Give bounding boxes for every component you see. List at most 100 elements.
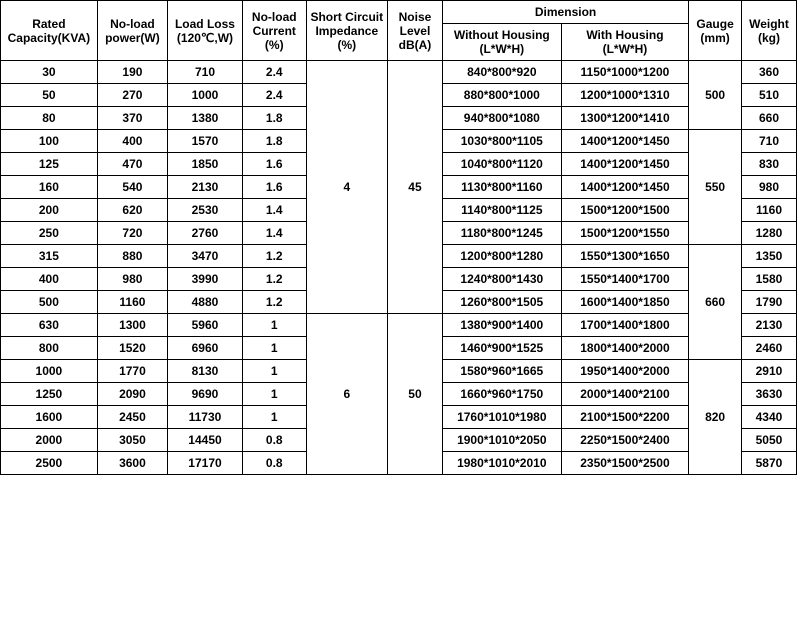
cell-dim-with: 1550*1400*1700 <box>561 268 689 291</box>
cell-dim-with: 2100*1500*2200 <box>561 406 689 429</box>
cell-load-loss: 14450 <box>168 429 243 452</box>
cell-dim-with: 1700*1400*1800 <box>561 314 689 337</box>
cell-dim-without: 840*800*920 <box>442 61 561 84</box>
cell-capacity: 50 <box>1 84 98 107</box>
cell-noload-current: 1 <box>242 337 306 360</box>
cell-load-loss: 1570 <box>168 130 243 153</box>
table-row: 6301300596016501380*900*14001700*1400*18… <box>1 314 797 337</box>
cell-dim-without: 1130*800*1160 <box>442 176 561 199</box>
cell-load-loss: 1850 <box>168 153 243 176</box>
cell-dim-without: 1760*1010*1980 <box>442 406 561 429</box>
cell-noload-current: 1.6 <box>242 176 306 199</box>
cell-noload-current: 1.2 <box>242 245 306 268</box>
cell-gauge: 500 <box>689 61 742 130</box>
cell-load-loss: 4880 <box>168 291 243 314</box>
cell-load-loss: 3990 <box>168 268 243 291</box>
cell-gauge: 820 <box>689 360 742 475</box>
cell-weight: 4340 <box>741 406 796 429</box>
cell-noload-current: 1.6 <box>242 153 306 176</box>
cell-weight: 2910 <box>741 360 796 383</box>
cell-weight: 980 <box>741 176 796 199</box>
cell-dim-with: 2350*1500*2500 <box>561 452 689 475</box>
cell-dim-without: 1140*800*1125 <box>442 199 561 222</box>
cell-dim-without: 1380*900*1400 <box>442 314 561 337</box>
header-short-circuit: Short Circuit Impedance (%) <box>306 1 387 61</box>
cell-noload-power: 370 <box>97 107 167 130</box>
cell-short-circuit: 4 <box>306 61 387 314</box>
cell-noload-current: 1 <box>242 360 306 383</box>
cell-dim-without: 1660*960*1750 <box>442 383 561 406</box>
cell-dim-without: 1580*960*1665 <box>442 360 561 383</box>
cell-noload-power: 190 <box>97 61 167 84</box>
cell-capacity: 1250 <box>1 383 98 406</box>
cell-dim-with: 1600*1400*1850 <box>561 291 689 314</box>
cell-noload-current: 2.4 <box>242 61 306 84</box>
cell-noload-power: 1160 <box>97 291 167 314</box>
header-dim-with: With Housing (L*W*H) <box>561 24 689 61</box>
header-gauge: Gauge (mm) <box>689 1 742 61</box>
cell-load-loss: 2130 <box>168 176 243 199</box>
cell-load-loss: 6960 <box>168 337 243 360</box>
cell-dim-without: 1460*900*1525 <box>442 337 561 360</box>
cell-load-loss: 1380 <box>168 107 243 130</box>
cell-dim-without: 1900*1010*2050 <box>442 429 561 452</box>
cell-noload-power: 270 <box>97 84 167 107</box>
cell-dim-without: 1040*800*1120 <box>442 153 561 176</box>
cell-load-loss: 11730 <box>168 406 243 429</box>
header-load-loss: Load Loss (120℃,W) <box>168 1 243 61</box>
cell-dim-with: 1500*1200*1550 <box>561 222 689 245</box>
cell-dim-with: 2000*1400*2100 <box>561 383 689 406</box>
cell-noload-power: 2090 <box>97 383 167 406</box>
cell-gauge: 550 <box>689 130 742 245</box>
cell-noload-current: 1.4 <box>242 222 306 245</box>
cell-weight: 830 <box>741 153 796 176</box>
cell-noload-power: 880 <box>97 245 167 268</box>
cell-dim-without: 1200*800*1280 <box>442 245 561 268</box>
cell-weight: 5050 <box>741 429 796 452</box>
cell-capacity: 200 <box>1 199 98 222</box>
cell-dim-with: 1200*1000*1310 <box>561 84 689 107</box>
cell-noload-current: 1.4 <box>242 199 306 222</box>
cell-noload-power: 540 <box>97 176 167 199</box>
cell-dim-without: 880*800*1000 <box>442 84 561 107</box>
cell-capacity: 800 <box>1 337 98 360</box>
cell-capacity: 250 <box>1 222 98 245</box>
cell-weight: 5870 <box>741 452 796 475</box>
cell-noload-power: 1520 <box>97 337 167 360</box>
cell-noload-power: 620 <box>97 199 167 222</box>
cell-noload-current: 1 <box>242 383 306 406</box>
cell-noload-current: 1.8 <box>242 130 306 153</box>
cell-weight: 3630 <box>741 383 796 406</box>
cell-load-loss: 710 <box>168 61 243 84</box>
cell-noload-power: 470 <box>97 153 167 176</box>
cell-noload-power: 1300 <box>97 314 167 337</box>
cell-noload-power: 720 <box>97 222 167 245</box>
cell-noload-power: 2450 <box>97 406 167 429</box>
spec-table: Rated Capacity(KVA) No-load power(W) Loa… <box>0 0 797 475</box>
cell-capacity: 100 <box>1 130 98 153</box>
cell-gauge: 660 <box>689 245 742 360</box>
cell-weight: 2130 <box>741 314 796 337</box>
cell-capacity: 1600 <box>1 406 98 429</box>
cell-capacity: 1000 <box>1 360 98 383</box>
cell-noload-power: 1770 <box>97 360 167 383</box>
cell-load-loss: 1000 <box>168 84 243 107</box>
cell-noload-power: 3600 <box>97 452 167 475</box>
cell-capacity: 500 <box>1 291 98 314</box>
cell-load-loss: 2530 <box>168 199 243 222</box>
header-noise-level: Noise Level dB(A) <box>387 1 442 61</box>
cell-noload-current: 1 <box>242 314 306 337</box>
cell-dim-with: 1500*1200*1500 <box>561 199 689 222</box>
cell-noload-current: 0.8 <box>242 452 306 475</box>
cell-noload-power: 3050 <box>97 429 167 452</box>
cell-weight: 660 <box>741 107 796 130</box>
cell-dim-without: 1980*1010*2010 <box>442 452 561 475</box>
cell-dim-with: 1400*1200*1450 <box>561 130 689 153</box>
cell-dim-without: 1240*800*1430 <box>442 268 561 291</box>
cell-noload-current: 0.8 <box>242 429 306 452</box>
cell-noload-current: 1.2 <box>242 291 306 314</box>
header-rated-capacity: Rated Capacity(KVA) <box>1 1 98 61</box>
cell-weight: 1350 <box>741 245 796 268</box>
cell-load-loss: 9690 <box>168 383 243 406</box>
cell-capacity: 630 <box>1 314 98 337</box>
